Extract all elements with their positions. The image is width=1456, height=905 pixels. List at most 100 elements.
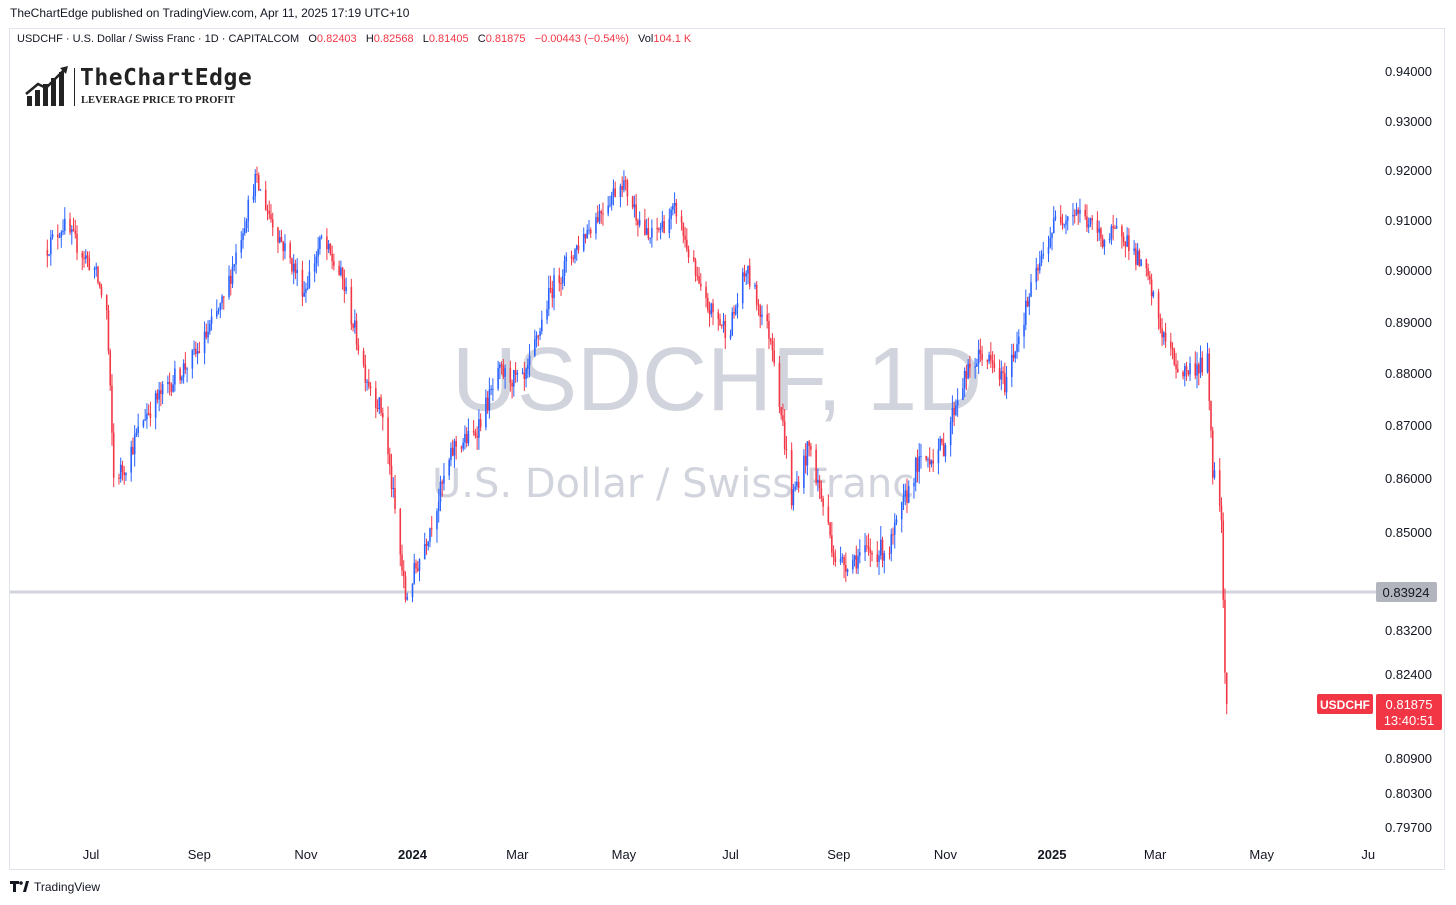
candle-body: [492, 388, 494, 390]
candle-body: [610, 195, 613, 205]
candle-body: [69, 218, 71, 233]
candle-body: [918, 456, 921, 472]
candle-body: [808, 441, 810, 446]
x-tick-label: Ju: [1361, 847, 1375, 862]
x-tick-label: Sep: [188, 847, 211, 862]
candle-body: [259, 189, 262, 191]
candle-body: [673, 203, 676, 206]
candle-body: [1220, 505, 1223, 521]
candle-body: [623, 180, 625, 190]
candle-body: [464, 433, 466, 443]
candle-body: [857, 555, 859, 569]
candle-body: [387, 417, 389, 455]
candle-body: [577, 245, 580, 251]
candle-body: [527, 365, 529, 369]
candle-body: [381, 412, 384, 418]
candle-body: [1096, 220, 1099, 233]
candle-body: [504, 368, 506, 377]
candle-body: [1196, 364, 1198, 376]
candle-body: [865, 545, 868, 547]
candle-body: [990, 354, 992, 361]
candle-body: [937, 449, 940, 464]
candle-body: [205, 331, 208, 338]
candle-body: [561, 276, 564, 284]
candle-body: [792, 489, 795, 506]
candle-body: [242, 233, 244, 241]
candle-body: [841, 557, 844, 559]
candle-body: [125, 472, 127, 476]
candle-body: [1177, 369, 1179, 373]
y-tick-label: 0.88000: [1385, 366, 1432, 381]
candle-body: [1108, 238, 1111, 241]
candle-body: [956, 399, 959, 406]
candle-body: [193, 348, 195, 350]
candle-body: [900, 502, 903, 520]
candle-body: [1182, 372, 1184, 377]
candle-body: [451, 447, 454, 456]
candle-body: [748, 265, 751, 287]
candle-body: [1208, 353, 1211, 402]
candle-body: [769, 338, 772, 341]
candle-body: [203, 331, 206, 353]
candle-body: [476, 435, 478, 438]
candle-body: [1047, 247, 1050, 254]
candle-body: [247, 199, 250, 222]
candle-body: [450, 447, 452, 461]
candle-body: [488, 389, 491, 411]
candle-body: [268, 210, 271, 215]
low-value: 0.81405: [428, 33, 469, 45]
candle-body: [453, 441, 456, 456]
candle-body: [914, 457, 917, 484]
candle-body: [1159, 318, 1162, 329]
candle-body: [327, 243, 330, 250]
candle-body: [705, 286, 707, 299]
candle-body: [670, 209, 672, 219]
candle-body: [1197, 364, 1200, 374]
candle-body: [598, 211, 601, 222]
candle-body: [245, 221, 248, 229]
candle-body: [537, 335, 540, 337]
y-tick-label: 0.83200: [1385, 623, 1432, 638]
candle-body: [1136, 250, 1139, 265]
candle-body: [710, 303, 713, 315]
candle-body: [867, 546, 870, 549]
candle-body: [1210, 401, 1212, 431]
candle-body: [231, 266, 234, 284]
candle-body: [429, 528, 431, 542]
candle-body: [969, 363, 971, 368]
candle-body: [500, 364, 503, 366]
candle-body: [142, 420, 145, 427]
candle-body: [783, 421, 786, 450]
candle-body: [462, 442, 464, 449]
candle-body: [333, 261, 335, 266]
symbol-legend: USDCHF · U.S. Dollar / Swiss Franc · 1D …: [17, 33, 691, 45]
candle-body: [303, 292, 305, 297]
candle-body: [1011, 354, 1013, 377]
candle-body: [233, 264, 236, 267]
candle-body: [57, 234, 59, 238]
candle-body: [1206, 353, 1209, 373]
candle-body: [1012, 354, 1015, 359]
candle-body: [1138, 250, 1141, 267]
tradingview-brand[interactable]: TradingView: [10, 880, 100, 894]
candle-body: [846, 569, 849, 572]
candle-body: [186, 368, 188, 370]
candle-body: [1145, 259, 1148, 269]
candle-body: [930, 460, 933, 465]
candle-body: [402, 570, 405, 577]
y-tick-label: 0.92000: [1385, 163, 1432, 178]
candle-body: [1024, 300, 1027, 325]
candle-body: [256, 174, 258, 176]
candle-body: [1163, 332, 1165, 338]
candle-body: [907, 486, 910, 503]
candle-body: [474, 432, 477, 436]
candle-body: [724, 320, 727, 339]
candle-body: [174, 368, 176, 385]
candle-body: [1049, 237, 1052, 248]
close-value: 0.81875: [485, 33, 526, 45]
candle-body: [528, 355, 531, 366]
candle-body: [570, 256, 573, 259]
candle-body: [343, 278, 346, 291]
candle-body: [418, 559, 421, 571]
